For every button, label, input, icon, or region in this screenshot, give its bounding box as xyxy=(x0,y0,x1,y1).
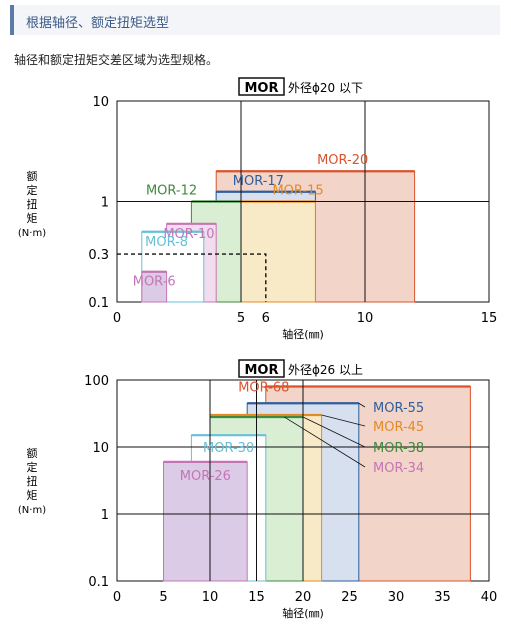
label-mor-6: MOR-6 xyxy=(133,275,176,290)
x-tick-label: 20 xyxy=(295,590,312,605)
y-axis-label: 额 xyxy=(27,447,38,460)
y-tick-label: 1 xyxy=(101,508,109,523)
title-box xyxy=(238,77,285,96)
label-mor-34: MOR-34 xyxy=(373,461,424,476)
title-box xyxy=(238,359,285,378)
chart-mor-26-above: MOR 外径ϕ26 以上 MOR-68 MOR-30 MOR-26 MOR-55 MOR-4… xyxy=(18,359,498,620)
label-mor-8: MOR-8 xyxy=(145,235,188,250)
y-tick-label: 0.3 xyxy=(88,248,109,263)
callout-line xyxy=(302,416,366,448)
label-mor-55: MOR-55 xyxy=(373,401,424,416)
callout-line xyxy=(321,414,366,427)
y-axis-label: (N·m) xyxy=(18,228,46,239)
x-tick-label: 5 xyxy=(159,590,167,605)
section-header: 根据轴径、额定扭矩选型 xyxy=(10,5,500,35)
callout-line xyxy=(284,416,366,468)
y-axis-label: 定 xyxy=(27,460,38,474)
x-axis-label: 轴径(㎜) xyxy=(282,606,324,620)
label-mor-12: MOR-12 xyxy=(146,184,197,199)
y-tick-label: 10 xyxy=(92,95,109,110)
x-tick-label: 35 xyxy=(434,590,451,605)
section-title: 根据轴径、额定扭矩选型 xyxy=(26,16,170,31)
label-mor-68: MOR-68 xyxy=(238,380,289,395)
x-axis-label: 轴径(㎜) xyxy=(282,327,324,340)
y-axis-label: 矩 xyxy=(27,212,38,225)
label-mor-20: MOR-20 xyxy=(317,153,368,168)
y-axis-label: 定 xyxy=(27,183,38,197)
chart-title-box-text: MOR xyxy=(245,363,279,378)
y-tick-label: 0.1 xyxy=(88,296,109,311)
chart-title: 外径ϕ20 以下 xyxy=(288,81,363,95)
y-axis-label: 额 xyxy=(27,170,38,183)
area-mor-26 xyxy=(163,461,248,582)
chart-title: 外径ϕ26 以上 xyxy=(288,363,363,377)
y-tick-label: 10 xyxy=(92,441,109,456)
callout-line xyxy=(358,402,366,408)
example-guide xyxy=(117,253,267,302)
label-mor-45: MOR-45 xyxy=(373,420,424,435)
y-axis-label: 扭 xyxy=(27,474,38,488)
label-mor-15: MOR-15 xyxy=(272,184,323,199)
y-tick-label: 0.1 xyxy=(88,575,109,590)
y-axis-label: 扭 xyxy=(27,197,38,211)
label-mor-30: MOR-30 xyxy=(203,441,254,456)
y-tick-label: 1 xyxy=(101,196,109,211)
y-axis-label: (N·m) xyxy=(18,505,46,516)
y-tick-label: 100 xyxy=(84,374,109,389)
x-tick-label: 5 xyxy=(237,311,245,326)
label-mor-17: MOR-17 xyxy=(233,174,284,189)
x-tick-label: 6 xyxy=(262,311,270,326)
x-tick-label: 0 xyxy=(113,590,121,605)
x-tick-label: 40 xyxy=(481,590,498,605)
x-tick-label: 30 xyxy=(388,590,405,605)
label-mor-38: MOR-38 xyxy=(373,441,424,456)
y-axis-label: 矩 xyxy=(27,489,38,502)
x-tick-label: 15 xyxy=(248,590,265,605)
x-tick-label: 0 xyxy=(113,311,121,326)
area-mor-15 xyxy=(240,201,316,303)
x-tick-label: 15 xyxy=(481,311,498,326)
x-tick-label: 10 xyxy=(202,590,219,605)
chart-title-box-text: MOR xyxy=(245,81,279,96)
label-mor-26: MOR-26 xyxy=(180,469,231,484)
label-mor-10: MOR-10 xyxy=(163,227,214,242)
x-tick-label: 25 xyxy=(341,590,358,605)
x-tick-label: 10 xyxy=(357,311,374,326)
intro-text: 轴径和额定扭矩交差区域为选型规格。 xyxy=(14,53,219,67)
